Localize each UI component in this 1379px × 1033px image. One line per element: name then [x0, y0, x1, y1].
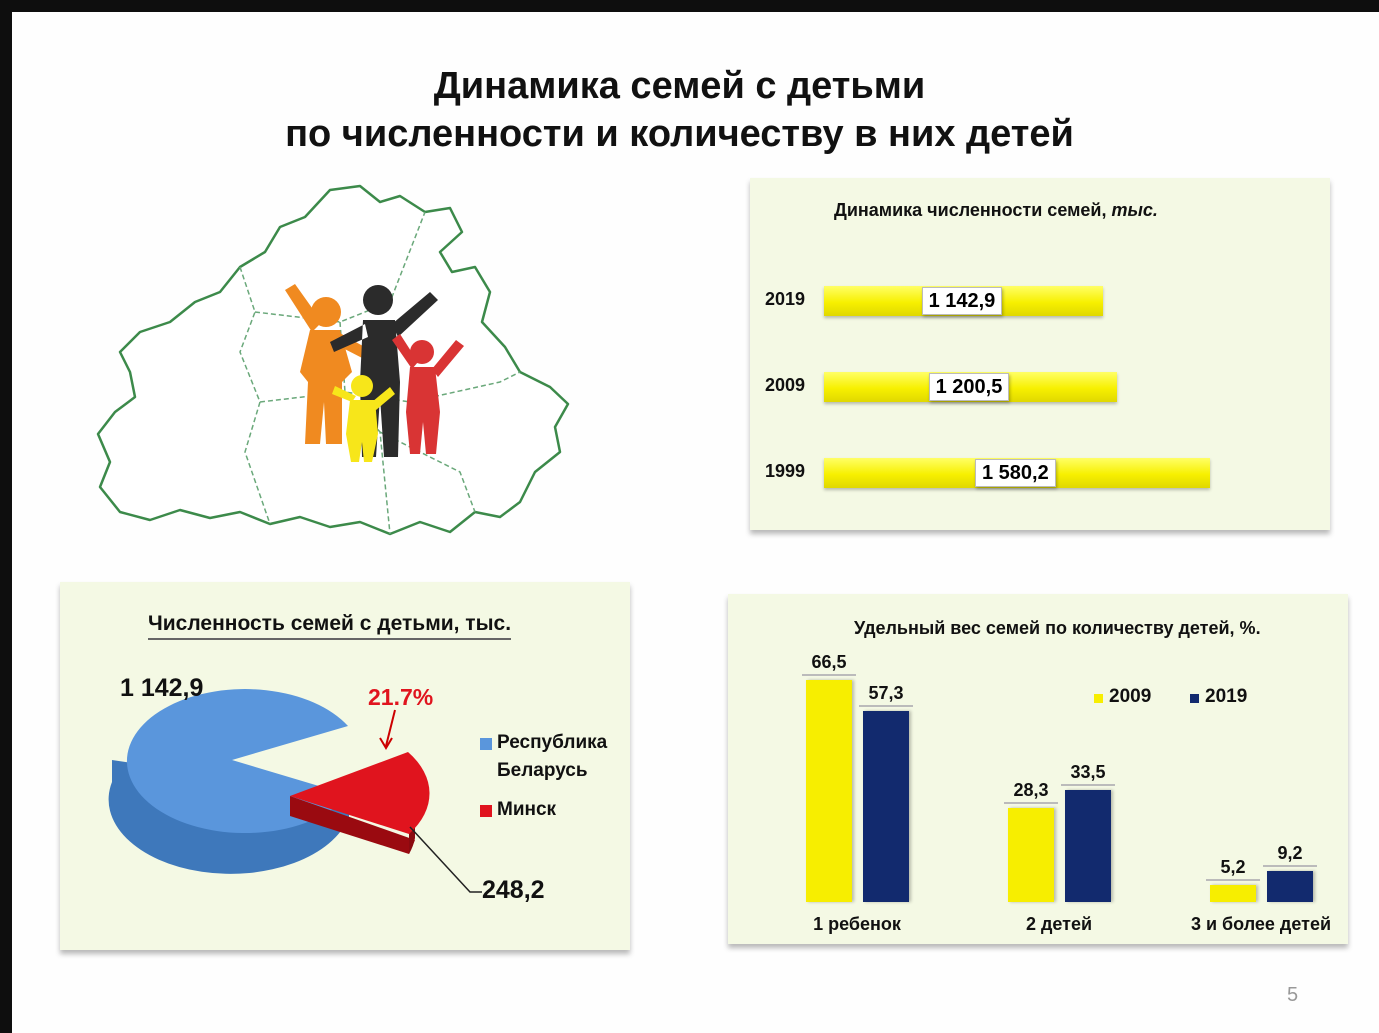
- figure-yellow-body: [332, 386, 395, 462]
- legend-2009-swatch: [1094, 694, 1103, 703]
- figure-red-head: [410, 340, 434, 364]
- families-pie-panel: Численность семей с детьми, тыс. 1 142,9…: [60, 582, 630, 950]
- figure-dark-body: [330, 292, 438, 457]
- bar-2019-3: [1267, 871, 1313, 902]
- category-label-3: 3 и более детей: [1190, 914, 1332, 934]
- year-label-1999: 1999: [765, 461, 806, 481]
- pie-label-belarus: 1 142,9: [120, 674, 204, 702]
- figure-yellow-head: [351, 375, 373, 397]
- children-share-title: Удельный вес семей по количеству детей, …: [854, 618, 1261, 638]
- pie-legend-minsk-swatch: [480, 805, 492, 817]
- category-label-1: 1 ребенок: [813, 914, 901, 934]
- bar-value-2019-3: 9,2: [1263, 841, 1317, 868]
- bar-value-2019-1: 57,3: [859, 681, 913, 707]
- belarus-map-family-icon: [96, 184, 570, 536]
- legend-2019-label: 2019: [1205, 686, 1248, 707]
- bar-2009-2: [1008, 807, 1054, 902]
- slide-title-line2: по численности и количеству в них детей: [285, 113, 1074, 155]
- figure-dark-head: [363, 285, 393, 315]
- legend-2009-label: 2009: [1109, 686, 1152, 707]
- pie-chart: [108, 689, 482, 893]
- bar-2009-1: [806, 680, 852, 902]
- pie-label-minsk-percent: 21.7%: [368, 684, 434, 710]
- slide-title: Динамика семей с детьми по численности и…: [12, 62, 1347, 158]
- pie-label-minsk: 248,2: [482, 876, 545, 904]
- families-dynamics-title-unit: тыс.: [1111, 200, 1158, 220]
- bar-value-2009-3: 5,2: [1206, 855, 1260, 881]
- slide: Динамика семей с детьми по численности и…: [12, 12, 1379, 1033]
- value-label-1999: 1 580,2: [975, 459, 1056, 487]
- bar-value-2009-2: 28,3: [1004, 778, 1058, 804]
- pie-legend-belarus-swatch: [480, 738, 492, 750]
- pie-legend-minsk: Минск: [497, 799, 557, 820]
- slide-title-line1: Динамика семей с детьми: [433, 65, 926, 107]
- pie-chart-title: Численность семей с детьми, тыс.: [148, 612, 512, 640]
- page-number: 5: [1287, 984, 1299, 1006]
- pie-legend-belarus-line1: Республика: [497, 732, 608, 753]
- pie-arrow: [385, 709, 396, 747]
- families-dynamics-panel: Динамика численности семей, тыс. 2019 1 1…: [750, 178, 1330, 530]
- figure-red-body: [392, 334, 464, 454]
- category-label-2: 2 детей: [1025, 914, 1093, 934]
- pie-arrow-head: [379, 737, 393, 750]
- legend-2019-swatch: [1190, 694, 1199, 703]
- value-label-2019: 1 142,9: [921, 287, 1003, 315]
- children-share-panel: Удельный вес семей по количеству детей, …: [728, 594, 1348, 944]
- bar-value-2019-2: 33,5: [1061, 760, 1115, 787]
- pie-legend-belarus-line2: Беларусь: [497, 760, 588, 781]
- families-dynamics-title: Динамика численности семей, тыс.: [834, 200, 1158, 221]
- pie-leader-line: [409, 826, 482, 893]
- year-label-2019: 2019: [765, 289, 806, 309]
- pie-slice-minsk-side: [290, 796, 415, 854]
- families-dynamics-title-main: Динамика численности семей,: [834, 200, 1112, 220]
- value-label-2009: 1 200,5: [928, 373, 1010, 401]
- bar-2019-2: [1065, 790, 1111, 902]
- figure-orange-body: [285, 284, 370, 444]
- bar-value-2009-1: 66,5: [802, 650, 856, 676]
- bar-2009-3: [1210, 884, 1256, 902]
- year-label-2009: 2009: [765, 375, 806, 395]
- bar-2019-1: [863, 710, 909, 902]
- pie-slice-minsk: [290, 752, 430, 834]
